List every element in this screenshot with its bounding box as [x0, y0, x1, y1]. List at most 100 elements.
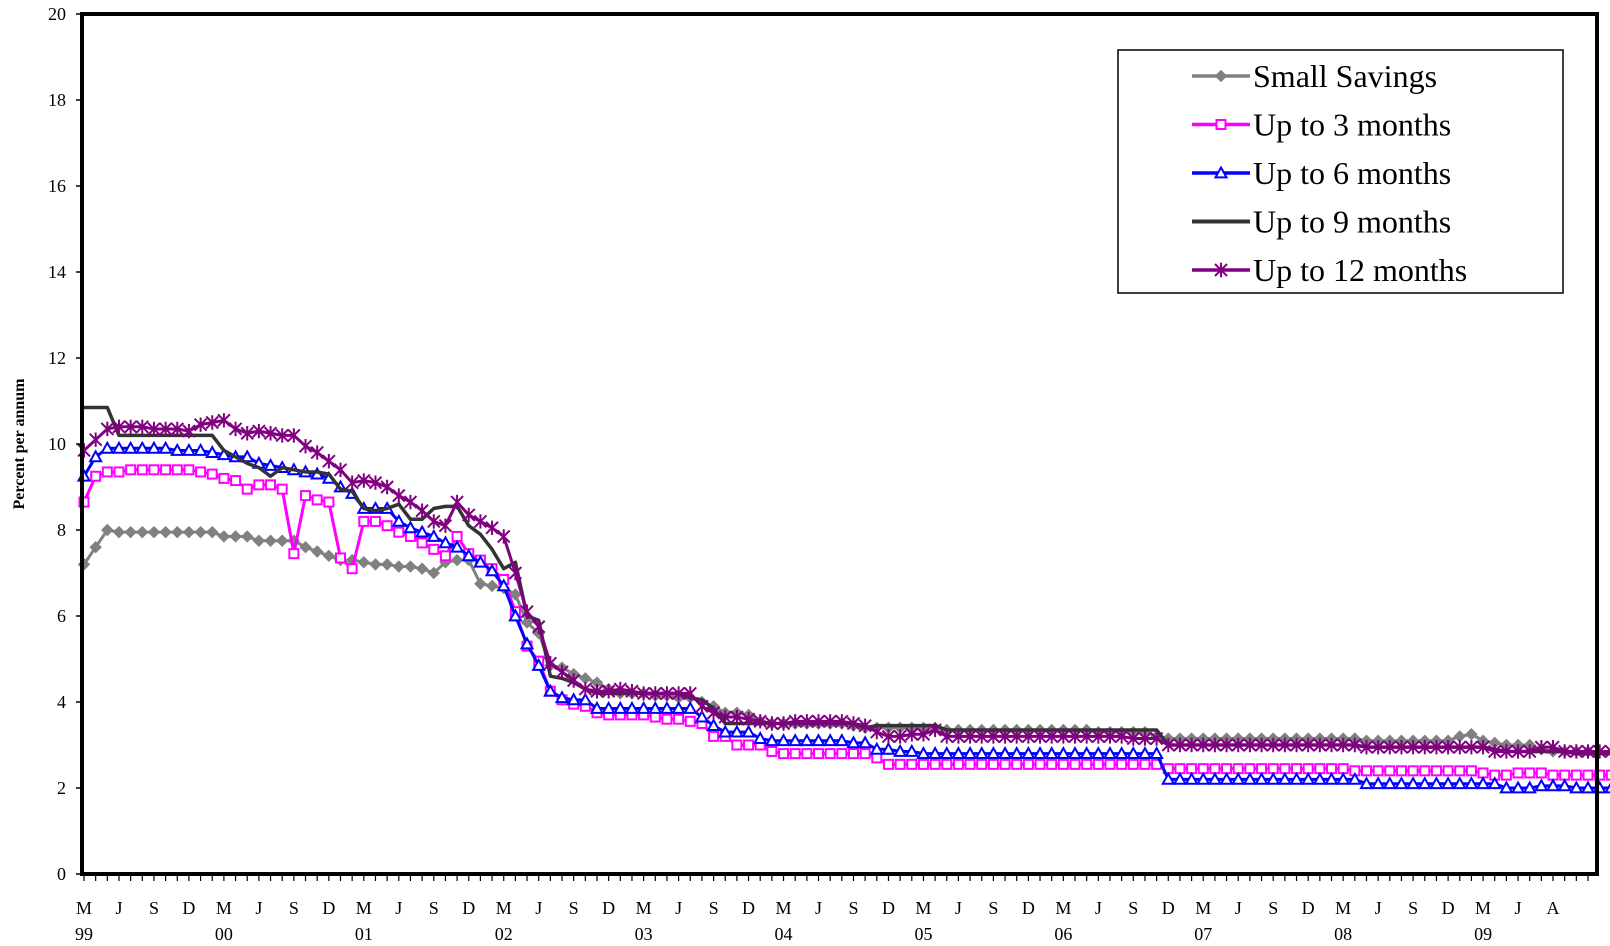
series-4-point: [1313, 737, 1327, 753]
series-4-point: [485, 520, 499, 536]
legend-label: Up to 12 months: [1253, 252, 1467, 288]
series-2-point: [531, 657, 546, 671]
series-2-point: [881, 741, 896, 755]
series-1-point: [183, 464, 195, 476]
series-2-point: [88, 449, 103, 463]
series-4-point: [1324, 737, 1339, 753]
series-2-point: [414, 524, 430, 538]
legend-label: Small Savings: [1253, 58, 1437, 94]
series-4-point: [788, 714, 802, 729]
x-month-label: M: [76, 898, 92, 918]
series-4-point: [1138, 731, 1152, 746]
x-month-label: D: [1162, 898, 1175, 918]
series-2-point: [1207, 771, 1223, 785]
series-4-point: [1266, 737, 1280, 753]
x-month-label: J: [1375, 898, 1382, 918]
series-2-point: [613, 700, 628, 714]
series-2-point: [216, 447, 232, 461]
series-2-point: [426, 528, 441, 542]
series-4-point: [158, 421, 173, 437]
series-4-point: [613, 681, 628, 697]
series-0-point: [275, 534, 289, 547]
series-0-point: [112, 525, 126, 539]
series-4-point: [1546, 739, 1560, 755]
series-4-point: [1208, 737, 1222, 753]
y-tick-label: 8: [57, 520, 66, 540]
series-4-point: [1371, 739, 1385, 755]
series-2-point: [391, 513, 406, 527]
series-4-point: [730, 709, 744, 725]
x-month-label: M: [1055, 898, 1071, 918]
series-2-point: [589, 700, 605, 714]
series-2-point: [1149, 746, 1164, 759]
series-1-point: [90, 470, 102, 482]
series-4-point: [473, 514, 488, 529]
series-1-point: [1547, 769, 1559, 781]
series-2-point: [1545, 778, 1561, 792]
series-4-point: [601, 684, 616, 699]
series-0-point: [1465, 728, 1478, 741]
series-2-point: [403, 520, 418, 534]
series-2-point: [846, 735, 861, 749]
y-tick-label: 14: [48, 262, 66, 282]
series-2-point: [496, 578, 511, 592]
series-4-point: [100, 421, 115, 437]
series-2-point: [1312, 771, 1328, 785]
series-4-point: [1079, 729, 1094, 744]
series-2-point: [834, 733, 850, 747]
series-1-point: [136, 464, 148, 476]
series-1-point: [941, 758, 953, 770]
series-4-point: [555, 664, 569, 680]
series-4-point: [438, 518, 453, 533]
legend-label: Up to 6 months: [1253, 155, 1451, 191]
series-2-point: [1231, 771, 1246, 785]
series-0-point: [450, 553, 464, 567]
series-4-point: [403, 494, 418, 510]
series-1-point: [393, 526, 405, 538]
series-0-point: [392, 560, 405, 573]
x-month-label: A: [1547, 898, 1560, 918]
series-2-point: [1102, 746, 1118, 759]
legend-label: Up to 9 months: [1253, 204, 1451, 240]
series-1-point: [1372, 765, 1384, 777]
series-1-point: [1092, 758, 1104, 770]
series-4-point: [858, 718, 872, 733]
series-1-point: [1500, 769, 1512, 781]
series-1-point: [1512, 767, 1524, 779]
series-1-point: [1291, 763, 1303, 775]
series-2-point: [578, 692, 593, 706]
series-4-point: [1476, 739, 1490, 755]
series-1-point: [1057, 758, 1069, 770]
x-month-label: D: [462, 898, 475, 918]
series-2-point: [158, 440, 173, 454]
y-tick-label: 0: [57, 864, 66, 884]
legend: Small Savings Up to 3 months Up to 6 month…: [1117, 49, 1564, 294]
series-2-point: [1044, 746, 1059, 759]
series-4-point: [1336, 737, 1350, 753]
series-1-point: [276, 483, 288, 495]
x-month-label: S: [289, 898, 299, 918]
series-4-point: [1429, 739, 1444, 755]
series-4-point: [263, 426, 278, 441]
series-4-point: [1359, 739, 1374, 755]
x-month-label: J: [535, 898, 542, 918]
series-4-point: [590, 684, 604, 699]
series-4-point: [380, 479, 394, 495]
x-year-label: 00: [215, 924, 233, 944]
series-4-point: [1278, 737, 1292, 753]
series-4-point: [333, 462, 348, 477]
series-2-point: [822, 733, 838, 747]
series-2-point: [1114, 746, 1129, 759]
series-0-point: [194, 525, 207, 539]
series-0-point: [89, 540, 102, 554]
series-2-point: [1487, 776, 1502, 790]
series-2-point: [449, 539, 465, 553]
series-2-point: [146, 440, 162, 454]
x-year-label: 03: [635, 924, 653, 944]
series-1-point: [1215, 119, 1227, 130]
series-1-point: [1605, 769, 1610, 781]
series-2-point: [683, 700, 698, 714]
series-1-point: [708, 730, 720, 742]
series-4-point: [951, 729, 966, 744]
series-2-point: [1289, 771, 1304, 785]
